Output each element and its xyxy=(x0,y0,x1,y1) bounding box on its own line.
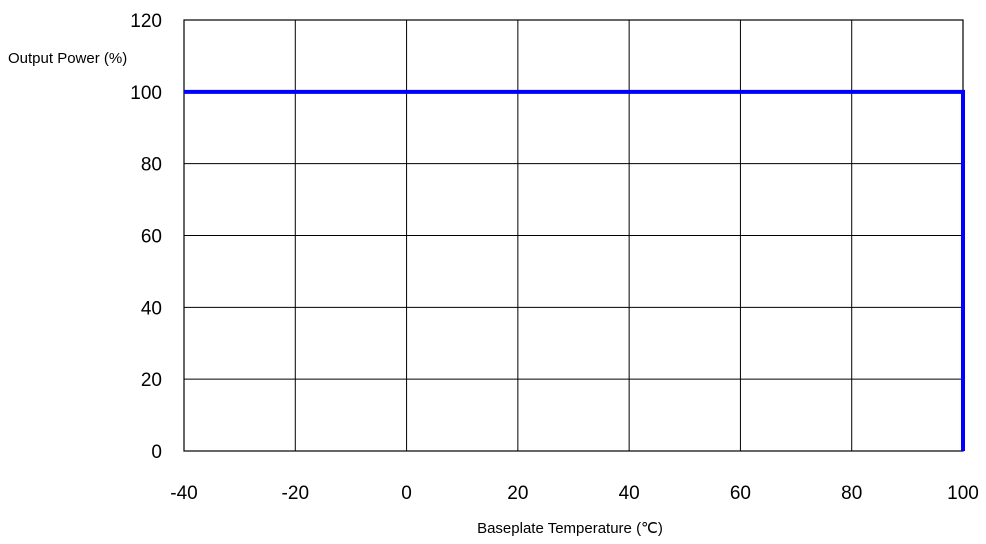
x-tick-label: -20 xyxy=(282,483,309,504)
series-line-0 xyxy=(184,89,965,451)
y-tick-label: 60 xyxy=(141,227,162,248)
y-axis-title: Output Power (%) xyxy=(8,50,127,67)
x-tick-label: 100 xyxy=(947,483,979,504)
y-tick-label: 100 xyxy=(130,83,162,104)
y-tick-label: 80 xyxy=(141,155,162,176)
x-axis-title: Baseplate Temperature (℃) xyxy=(477,520,663,537)
x-tick-label: 0 xyxy=(401,483,412,504)
grid-lines xyxy=(184,20,963,451)
y-tick-labels: 0 20 40 60 80 100 120 xyxy=(130,11,162,463)
x-tick-label: 20 xyxy=(507,483,528,504)
x-tick-label: 80 xyxy=(841,483,862,504)
y-tick-label: 40 xyxy=(141,298,162,319)
y-tick-label: 120 xyxy=(130,11,162,32)
y-tick-label: 20 xyxy=(141,370,162,391)
x-tick-labels: -40 -20 0 20 40 60 80 100 xyxy=(170,483,979,504)
x-tick-label: -40 xyxy=(170,483,197,504)
x-tick-label: 40 xyxy=(619,483,640,504)
series-group xyxy=(184,89,965,451)
y-tick-label: 0 xyxy=(151,442,162,463)
x-tick-label: 60 xyxy=(730,483,751,504)
